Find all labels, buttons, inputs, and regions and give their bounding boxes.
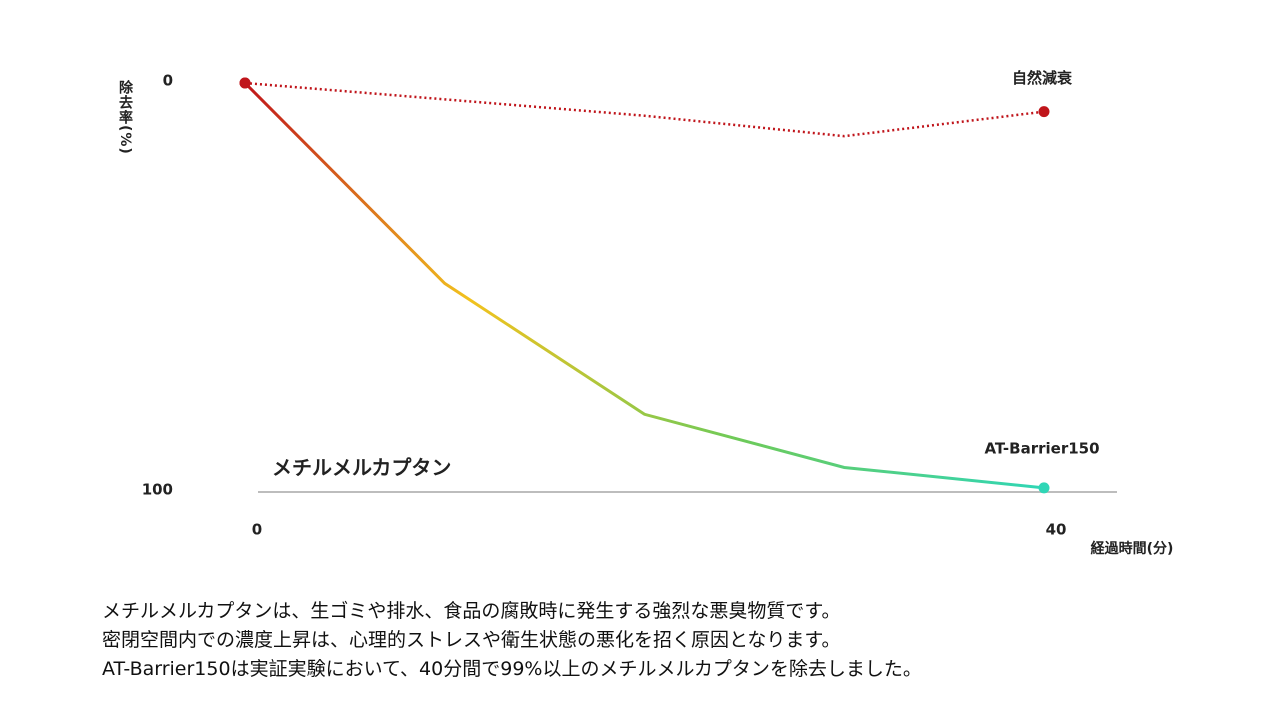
chart: 除去率(%) 経過時間(分) 0 100 0 40 メチルメルカプタン 自然減衰 AT-Ba…	[117, 69, 1174, 557]
y-tick-label: 100	[142, 481, 173, 499]
description-line: 密閉空間内での濃度上昇は、心理的ストレスや衛生状態の悪化を招く原因となります。	[102, 629, 841, 651]
series-line	[244, 81, 1045, 138]
description-line: メチルメルカプタンは、生ゴミや排水、食品の腐敗時に発生する強烈な悪臭物質です。	[102, 600, 841, 622]
x-tick-label: 0	[252, 521, 262, 539]
x-axis-label: 経過時間(分)	[1091, 540, 1174, 557]
series-line	[243, 81, 1045, 490]
series-label: AT-Barrier150	[984, 439, 1099, 457]
y-tick-label: 0	[163, 72, 173, 90]
x-tick-label: 40	[1046, 521, 1067, 539]
data-point	[1038, 482, 1050, 494]
description-line: AT-Barrier150は実証実験において、40分間で99%以上のメチルメルカ…	[102, 658, 922, 680]
series-label: 自然減衰	[1012, 69, 1073, 87]
description: メチルメルカプタンは、生ゴミや排水、食品の腐敗時に発生する強烈な悪臭物質です。密…	[102, 597, 922, 684]
data-point	[239, 77, 251, 89]
data-point	[1038, 106, 1050, 118]
y-axis-label: 除去率(%)	[117, 79, 133, 155]
reference-label: メチルメルカプタン	[272, 456, 451, 480]
